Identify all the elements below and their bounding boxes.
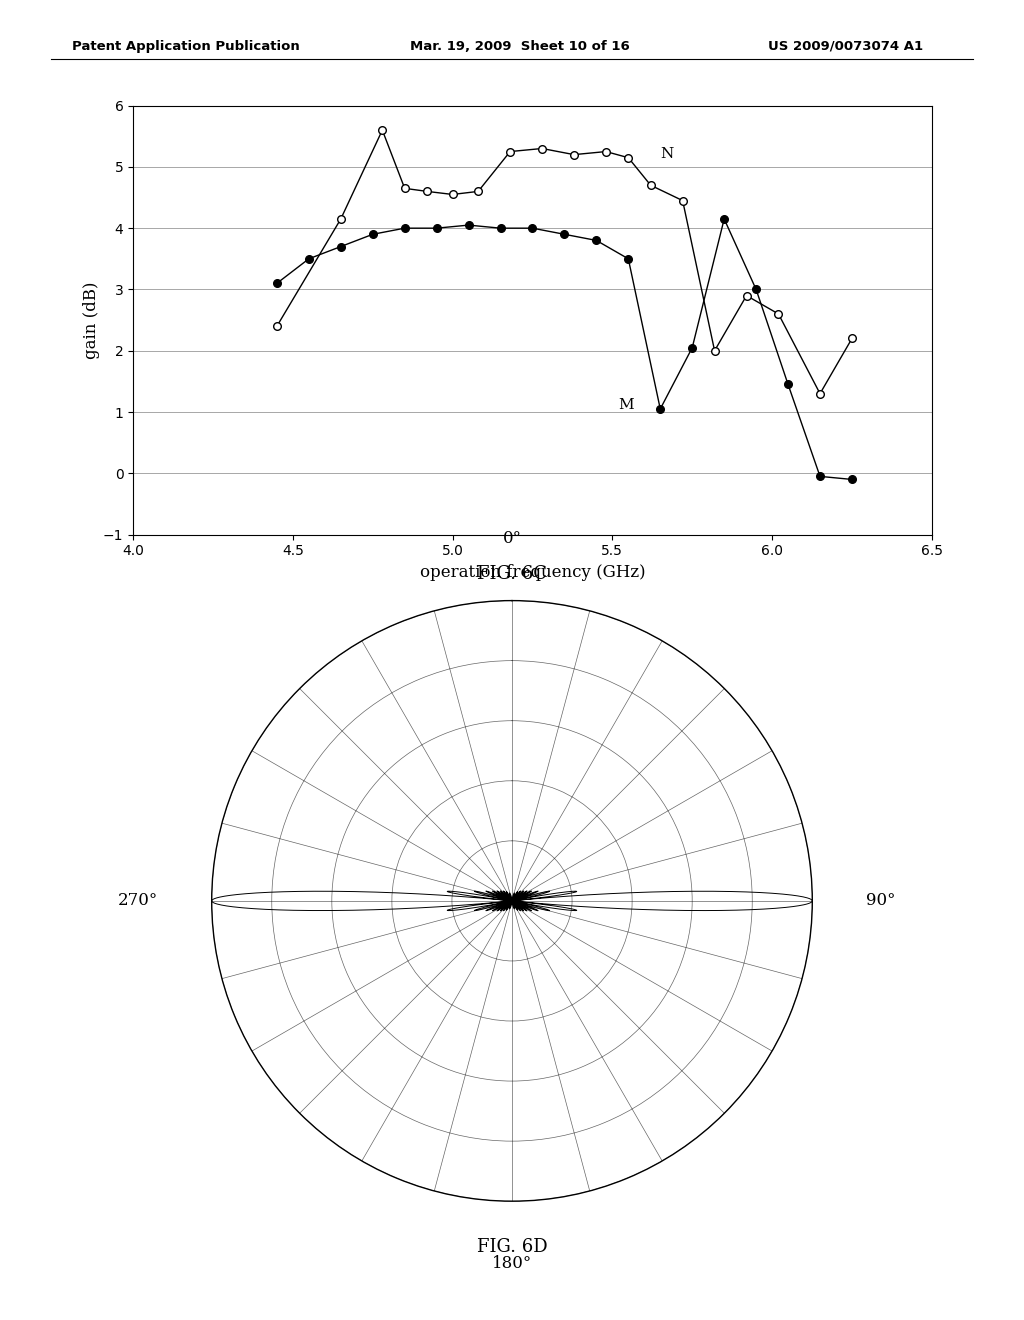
- Y-axis label: gain (dB): gain (dB): [83, 281, 100, 359]
- Text: 270°: 270°: [118, 892, 158, 909]
- X-axis label: operation frequency (GHz): operation frequency (GHz): [420, 564, 645, 581]
- Text: Mar. 19, 2009  Sheet 10 of 16: Mar. 19, 2009 Sheet 10 of 16: [410, 40, 630, 53]
- Text: 90°: 90°: [866, 892, 896, 909]
- Text: FIG. 6D: FIG. 6D: [477, 1238, 547, 1257]
- Text: US 2009/0073074 A1: US 2009/0073074 A1: [768, 40, 923, 53]
- Text: N: N: [660, 147, 674, 161]
- Text: M: M: [618, 397, 634, 412]
- Text: Patent Application Publication: Patent Application Publication: [72, 40, 299, 53]
- Text: 180°: 180°: [492, 1255, 532, 1272]
- Text: 0°: 0°: [503, 529, 521, 546]
- Text: FIG. 6C: FIG. 6C: [477, 565, 547, 583]
